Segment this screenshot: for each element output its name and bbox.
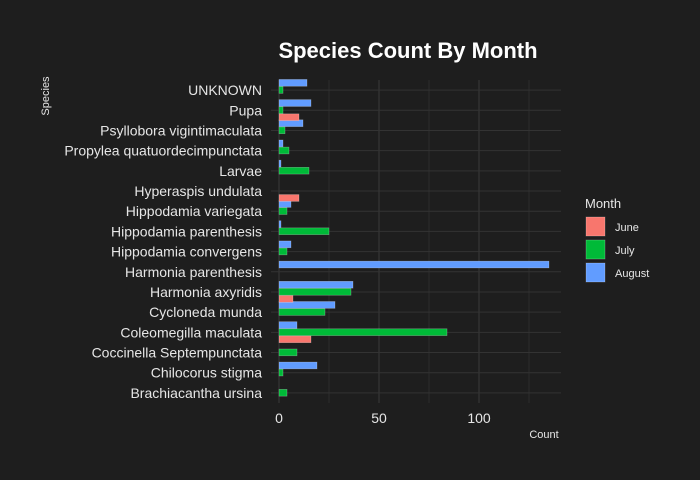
chart-title: Species Count By Month — [278, 38, 537, 63]
category-label: UNKNOWN — [188, 82, 262, 98]
bar-july — [278, 166, 310, 175]
category-labels: Brachiacantha ursina Chilocorus stigma Coc… — [64, 82, 262, 401]
bar-july — [278, 227, 330, 235]
category-label: Brachiacantha ursina — [130, 385, 262, 401]
bar-june — [278, 194, 300, 202]
category-label: Cycloneda munda — [149, 304, 262, 320]
category-label: Chilocorus stigma — [151, 365, 262, 381]
bar-august — [278, 159, 282, 168]
legend-label-august: August — [615, 268, 649, 280]
bar-august — [278, 79, 308, 87]
bar-july — [278, 126, 286, 135]
grid — [271, 80, 561, 403]
bar-august — [278, 139, 284, 148]
bar-july — [278, 288, 352, 296]
category-label: Hippodamia variegata — [126, 203, 262, 219]
category-label: Harmonia parenthesis — [125, 264, 262, 280]
category-label: Psyllobora vigintimaculata — [100, 122, 262, 138]
legend-label-july: July — [615, 245, 635, 257]
x-tick-label: 50 — [371, 410, 387, 426]
bar-june — [278, 295, 294, 303]
bar-august — [278, 281, 354, 289]
bar-july — [278, 368, 284, 377]
category-label: Coccinella Septempunctata — [92, 345, 263, 361]
bar-july — [278, 86, 284, 94]
x-tick-label: 100 — [467, 410, 491, 426]
legend-swatch-july — [585, 239, 606, 260]
legend-label-june: June — [615, 222, 639, 234]
bar-june — [278, 113, 300, 121]
bar-july — [278, 146, 290, 155]
y-axis-title: Species — [40, 76, 52, 116]
x-tick-labels: 0 50 100 — [275, 410, 491, 426]
legend-swatch-august — [585, 262, 606, 283]
category-label: Propylea quatuordecimpunctata — [64, 143, 262, 159]
bar-august — [278, 361, 318, 370]
bar-july — [278, 328, 448, 336]
category-label: Harmonia axyridis — [150, 284, 262, 300]
category-label: Coleomegilla maculata — [120, 324, 262, 340]
bar-august — [278, 321, 298, 329]
bar-july — [278, 247, 288, 256]
bar-august — [278, 301, 336, 309]
category-label: Hyperaspis undulata — [134, 183, 262, 199]
category-label: Hippodamia convergens — [111, 244, 262, 260]
bar-august — [278, 260, 550, 269]
bar-august — [278, 220, 282, 228]
category-label: Larvae — [219, 163, 262, 179]
bar-july — [278, 348, 298, 357]
bar-august — [278, 240, 292, 249]
x-tick-label: 0 — [275, 410, 283, 426]
bar-july — [278, 106, 284, 114]
legend: June July August — [585, 216, 649, 283]
category-label: Pupa — [229, 102, 262, 118]
bar-july — [278, 207, 288, 215]
legend-title: Month — [585, 196, 621, 211]
bar-august — [278, 99, 312, 107]
bar-june — [278, 335, 312, 343]
x-axis-title: Count — [529, 429, 558, 441]
category-label: Hippodamia parenthesis — [111, 223, 262, 239]
bar-july — [278, 389, 288, 397]
bars — [278, 79, 550, 397]
bar-july — [278, 308, 326, 316]
legend-swatch-june — [585, 216, 606, 237]
